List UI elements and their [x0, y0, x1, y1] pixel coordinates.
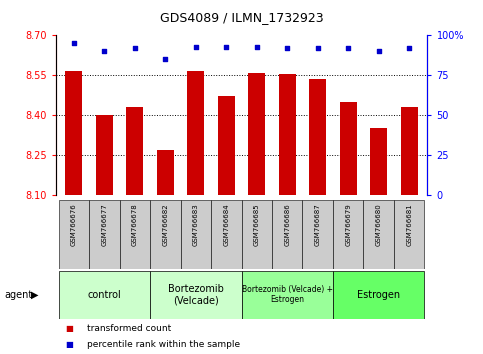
Point	[70, 41, 78, 46]
Bar	[150, 271, 242, 319]
Bar	[340, 102, 356, 195]
Text: GSM766676: GSM766676	[71, 204, 77, 246]
Text: GSM766679: GSM766679	[345, 204, 351, 246]
Bar	[211, 200, 242, 269]
Text: GSM766682: GSM766682	[162, 204, 168, 246]
Text: GSM766684: GSM766684	[223, 204, 229, 246]
Point	[344, 45, 352, 51]
Bar	[272, 200, 302, 269]
Text: GSM766683: GSM766683	[193, 204, 199, 246]
Text: transformed count: transformed count	[87, 324, 171, 333]
Bar	[363, 200, 394, 269]
Text: GSM766685: GSM766685	[254, 204, 260, 246]
Bar	[58, 200, 89, 269]
Bar	[120, 200, 150, 269]
Bar	[309, 79, 326, 195]
Text: GDS4089 / ILMN_1732923: GDS4089 / ILMN_1732923	[160, 11, 323, 24]
Text: percentile rank within the sample: percentile rank within the sample	[87, 339, 240, 349]
Bar	[157, 150, 174, 195]
Point	[284, 45, 291, 51]
Text: GSM766677: GSM766677	[101, 204, 107, 246]
Text: agent: agent	[5, 290, 33, 300]
Point	[375, 48, 383, 54]
Bar	[333, 271, 425, 319]
Bar	[333, 200, 363, 269]
Bar	[150, 200, 181, 269]
Bar	[242, 271, 333, 319]
Text: ■: ■	[65, 339, 73, 349]
Bar	[401, 107, 417, 195]
Point	[405, 45, 413, 51]
Bar	[58, 271, 150, 319]
Point	[192, 44, 199, 49]
Text: GSM766687: GSM766687	[315, 204, 321, 246]
Bar	[394, 200, 425, 269]
Text: ■: ■	[65, 324, 73, 333]
Text: Bortezomib (Velcade) +
Estrogen: Bortezomib (Velcade) + Estrogen	[242, 285, 333, 304]
Point	[222, 44, 230, 49]
Bar	[248, 73, 265, 195]
Point	[161, 56, 169, 62]
Bar	[302, 200, 333, 269]
Bar	[96, 115, 113, 195]
Text: Bortezomib
(Velcade): Bortezomib (Velcade)	[168, 284, 224, 306]
Bar	[187, 71, 204, 195]
Bar	[279, 74, 296, 195]
Bar	[89, 200, 120, 269]
Bar	[218, 96, 235, 195]
Text: control: control	[87, 290, 121, 300]
Point	[131, 45, 139, 51]
Point	[253, 44, 261, 49]
Text: GSM766686: GSM766686	[284, 204, 290, 246]
Point	[100, 48, 108, 54]
Text: GSM766681: GSM766681	[406, 204, 412, 246]
Text: GSM766678: GSM766678	[132, 204, 138, 246]
Bar	[66, 71, 82, 195]
Bar	[370, 128, 387, 195]
Text: Estrogen: Estrogen	[357, 290, 400, 300]
Text: GSM766680: GSM766680	[376, 204, 382, 246]
Point	[314, 45, 322, 51]
Text: ▶: ▶	[31, 290, 39, 300]
Bar	[181, 200, 211, 269]
Bar	[242, 200, 272, 269]
Bar	[127, 107, 143, 195]
